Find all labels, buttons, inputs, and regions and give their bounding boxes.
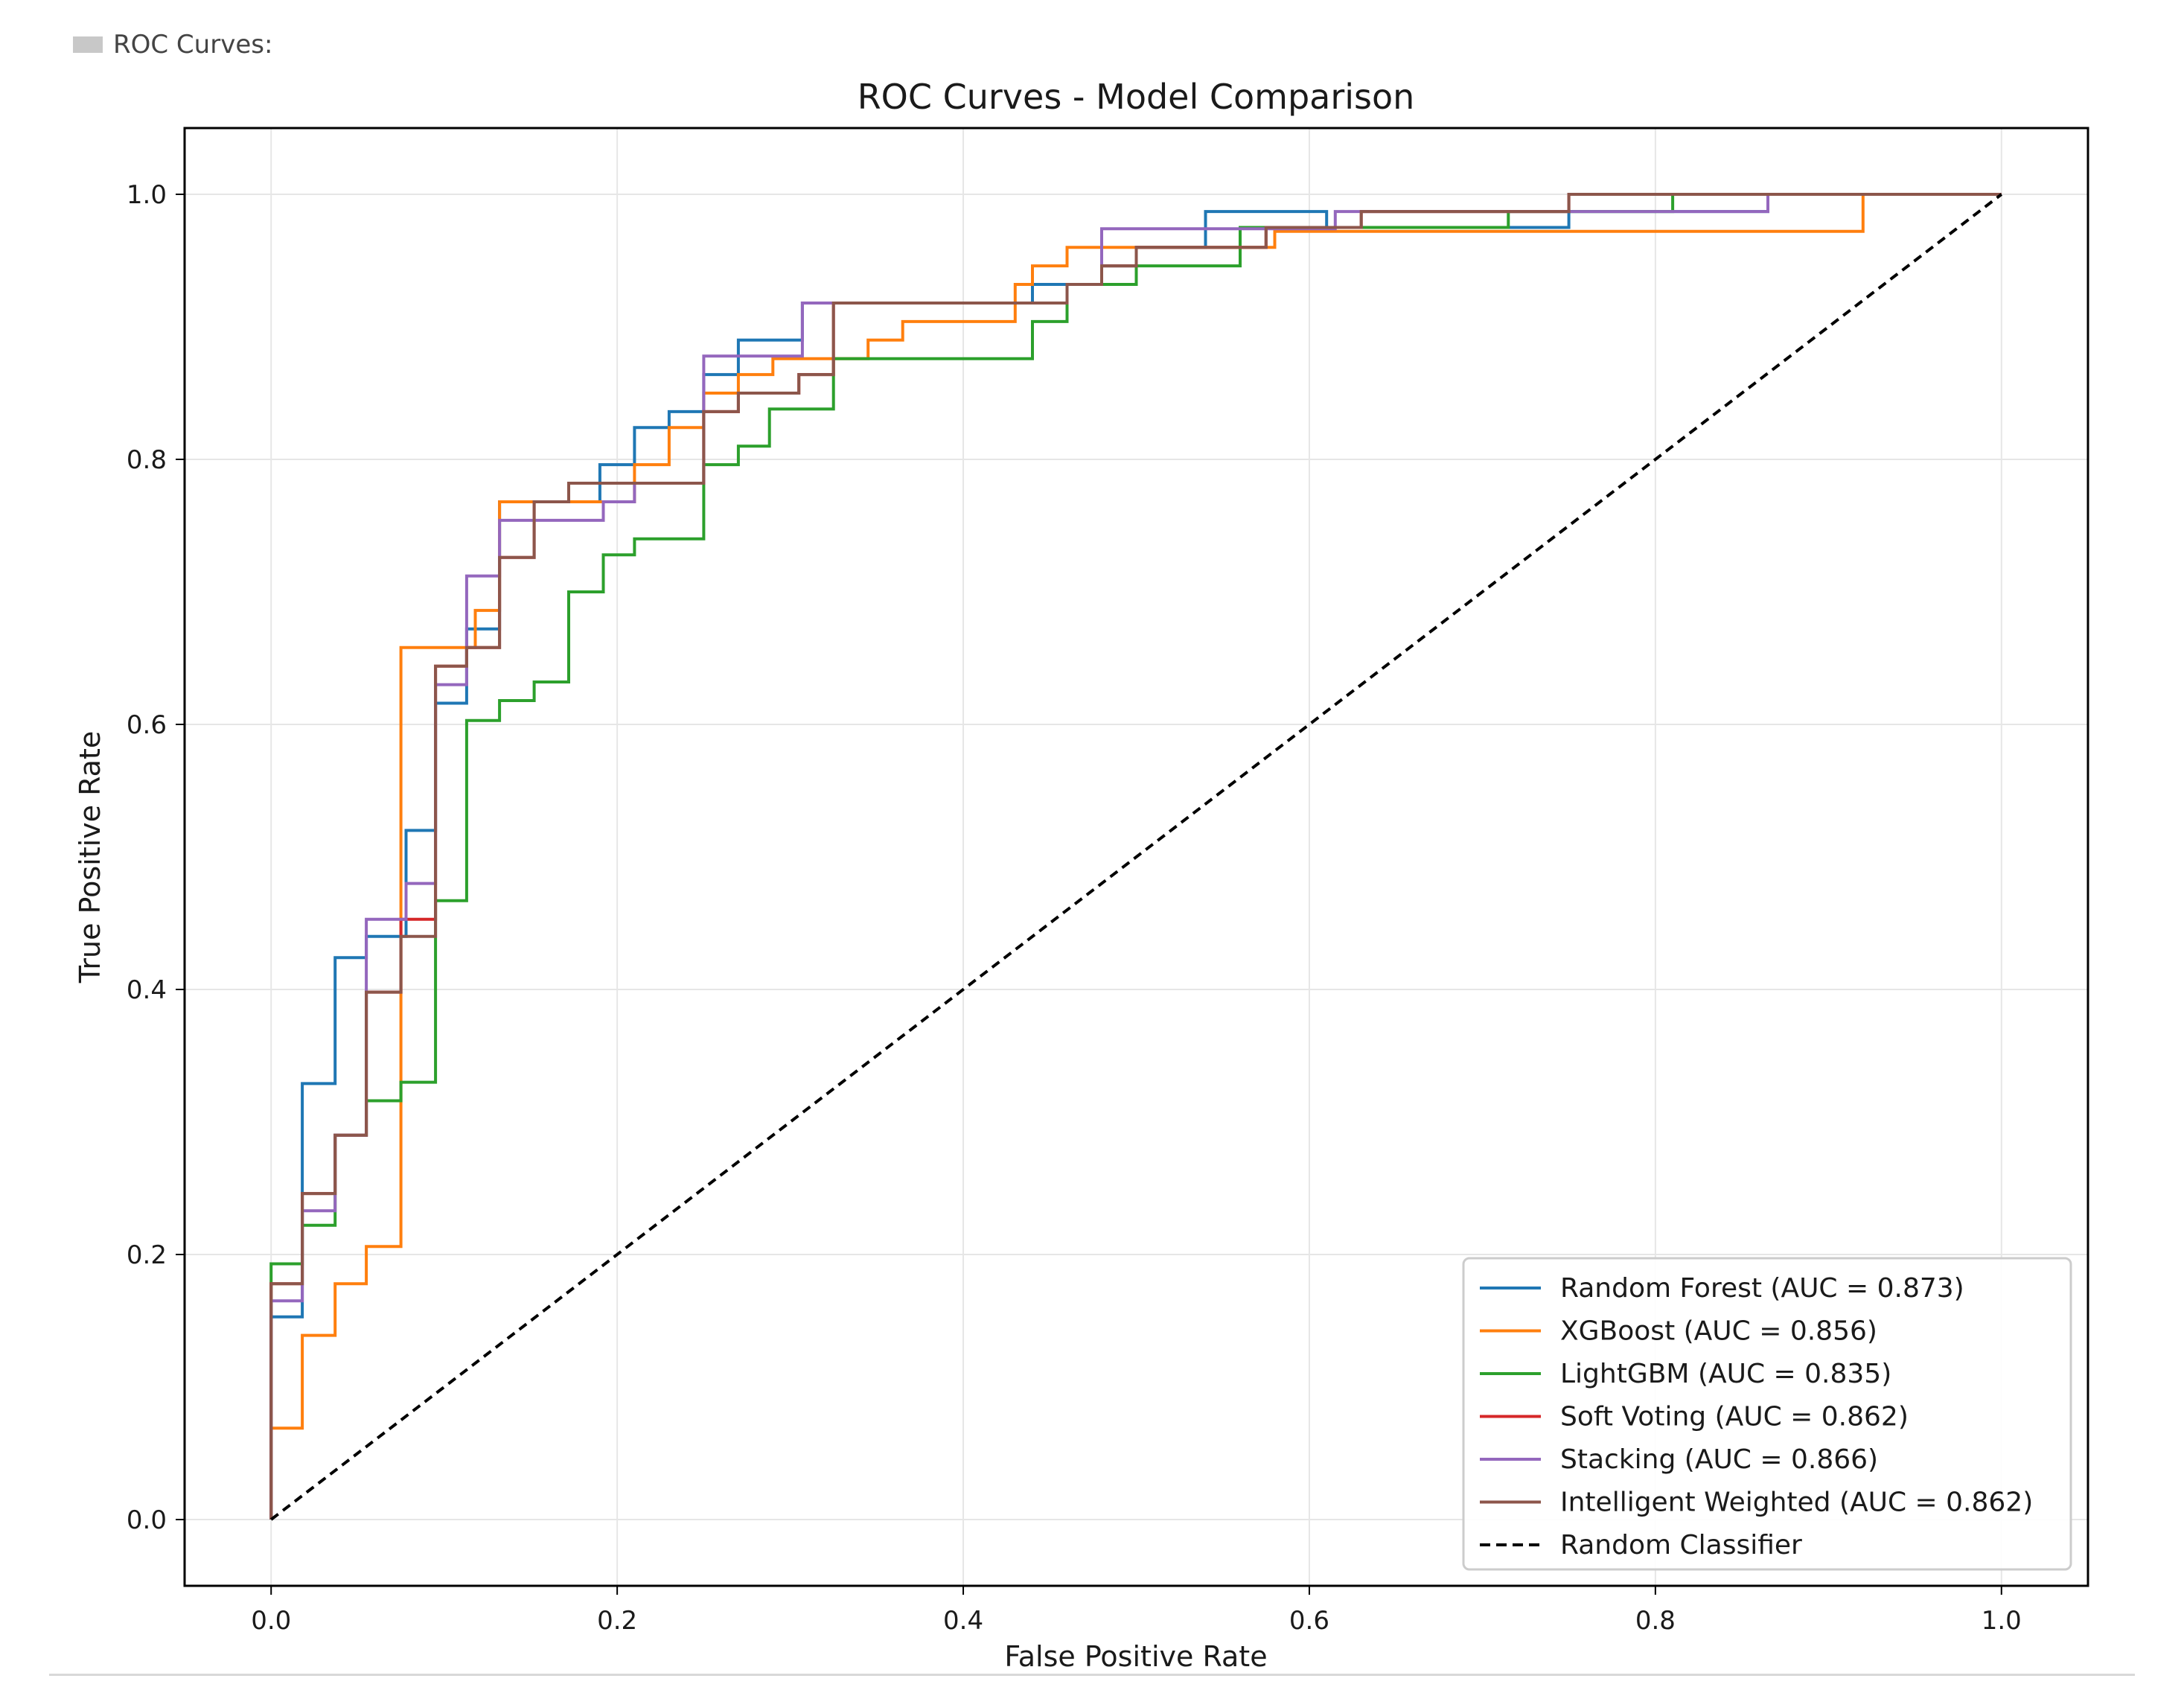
legend-label-2: LightGBM (AUC = 0.835) — [1560, 1359, 1891, 1389]
x-tick-label: 0.6 — [1289, 1606, 1329, 1636]
legend-label-6: Random Classifier — [1560, 1530, 1802, 1560]
legend-label-5: Intelligent Weighted (AUC = 0.862) — [1560, 1488, 2033, 1518]
x-tick-label: 1.0 — [1982, 1606, 2022, 1636]
series-line-5 — [269, 193, 2002, 1520]
y-tick-label: 0.8 — [127, 445, 167, 475]
y-tick-label: 0.6 — [127, 710, 167, 740]
series-line-6 — [269, 193, 2003, 1521]
y-tick-label: 0.4 — [127, 975, 167, 1005]
cell-output-label-text: ROC Curves: — [113, 30, 273, 60]
cell-output-label: ROC Curves: — [73, 30, 272, 60]
series-lines — [269, 193, 2003, 1521]
legend-label-0: Random Forest (AUC = 0.873) — [1560, 1273, 1964, 1304]
y-axis-label: True Positive Rate — [74, 731, 106, 984]
y-tick-label: 0.0 — [127, 1505, 167, 1535]
axis-ticks: 0.0 0.2 0.4 0.6 0.8 1.0 0.0 0.2 0.4 0.6 0.8 1.0 — [127, 180, 2022, 1636]
x-tick-label: 0.2 — [597, 1606, 637, 1636]
chart-title: ROC Curves - Model Comparison — [858, 77, 1415, 117]
legend-label-4: Stacking (AUC = 0.866) — [1560, 1444, 1878, 1475]
legend-label-3: Soft Voting (AUC = 0.862) — [1560, 1402, 1909, 1432]
bottom-divider — [49, 1674, 2135, 1676]
x-tick-label: 0.0 — [251, 1606, 291, 1636]
y-tick-label: 0.2 — [127, 1240, 167, 1270]
plot-frame — [183, 127, 2089, 1587]
x-tick-label: 0.8 — [1635, 1606, 1676, 1636]
x-tick-label: 0.4 — [943, 1606, 983, 1636]
chart-icon — [73, 36, 103, 53]
x-axis-label: False Positive Rate — [1004, 1640, 1267, 1673]
legend-label-1: XGBoost (AUC = 0.856) — [1560, 1316, 1877, 1347]
series-line-2 — [269, 193, 2002, 1520]
y-tick-label: 1.0 — [127, 180, 167, 210]
legend: Random Forest (AUC = 0.873) XGBoost (AUC … — [1462, 1257, 2072, 1571]
legend-box — [1462, 1257, 2072, 1571]
